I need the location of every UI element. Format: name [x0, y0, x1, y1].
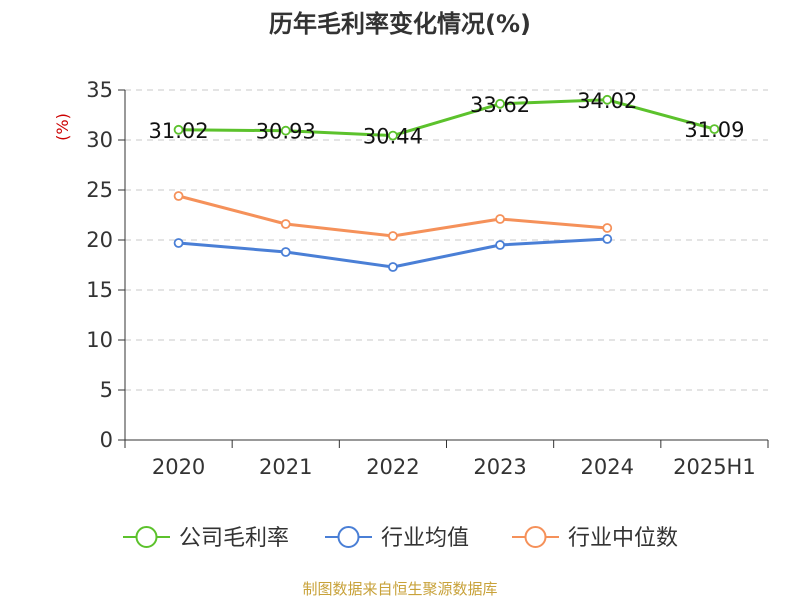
legend-item-1[interactable]: 行业均值: [325, 526, 469, 551]
source-note: 制图数据来自恒生聚源数据库: [302, 580, 497, 598]
series-line-2: [178, 194, 608, 238]
tick-labels: 0 5 10 15 20 25 30 35 2020 2021 2022 2023 2024 2025H1: [86, 78, 755, 479]
data-point[interactable]: [495, 214, 505, 224]
data-point[interactable]: [602, 223, 613, 233]
data-label: 31.09: [684, 118, 744, 142]
data-point[interactable]: [280, 247, 291, 257]
axes: [118, 89, 769, 448]
data-label: 30.44: [363, 125, 423, 149]
legend-label: 行业均值: [381, 526, 469, 551]
legend-marker: [135, 526, 158, 548]
data-label: 31.02: [149, 119, 209, 143]
legend-item-2[interactable]: 行业中位数: [512, 526, 678, 551]
x-tick-label: 2023: [473, 455, 526, 479]
y-tick-label: 0: [100, 428, 113, 452]
data-point[interactable]: [280, 125, 291, 136]
y-tick-label: 20: [86, 228, 113, 252]
data-point[interactable]: [602, 94, 613, 105]
data-point[interactable]: [495, 240, 505, 250]
data-point[interactable]: [709, 124, 720, 135]
y-tick-label: 5: [100, 378, 113, 402]
series-group: [173, 94, 720, 272]
y-axis-label: (%): [53, 113, 72, 141]
y-tick-label: 25: [86, 178, 113, 202]
grid-lines: [125, 89, 768, 391]
legend-label: 公司毛利率: [179, 526, 289, 551]
legend[interactable]: 公司毛利率 行业均值 行业中位数: [123, 526, 678, 551]
data-point[interactable]: [388, 130, 398, 141]
data-labels: 31.02 30.93 30.44 33.62 34.02 31.09: [149, 89, 745, 149]
data-label: 34.02: [577, 89, 637, 113]
y-tick-label: 35: [86, 78, 113, 102]
chart-title: 历年毛利率变化情况(%): [269, 10, 531, 38]
x-tick-label: 2022: [366, 455, 419, 479]
data-label: 30.93: [256, 120, 316, 144]
y-tick-label: 15: [86, 278, 113, 302]
data-point[interactable]: [388, 262, 398, 272]
y-tick-label: 30: [86, 128, 113, 152]
legend-label: 行业中位数: [568, 526, 678, 551]
data-point[interactable]: [173, 191, 184, 201]
x-tick-label: 2021: [259, 455, 312, 479]
legend-marker: [524, 526, 547, 548]
x-tick-label: 2024: [581, 455, 634, 479]
x-tick-label: 2020: [152, 455, 205, 479]
data-point[interactable]: [495, 98, 505, 109]
legend-marker: [337, 526, 360, 548]
data-point[interactable]: [602, 234, 613, 244]
series-line-0: [178, 98, 715, 138]
data-point[interactable]: [173, 124, 184, 135]
data-point[interactable]: [173, 238, 184, 248]
data-label: 33.62: [470, 93, 530, 117]
legend-item-0[interactable]: 公司毛利率: [123, 526, 289, 551]
y-tick-label: 10: [86, 328, 113, 352]
data-point[interactable]: [280, 219, 291, 229]
data-point[interactable]: [388, 231, 398, 241]
x-tick-label: 2025H1: [673, 455, 756, 479]
